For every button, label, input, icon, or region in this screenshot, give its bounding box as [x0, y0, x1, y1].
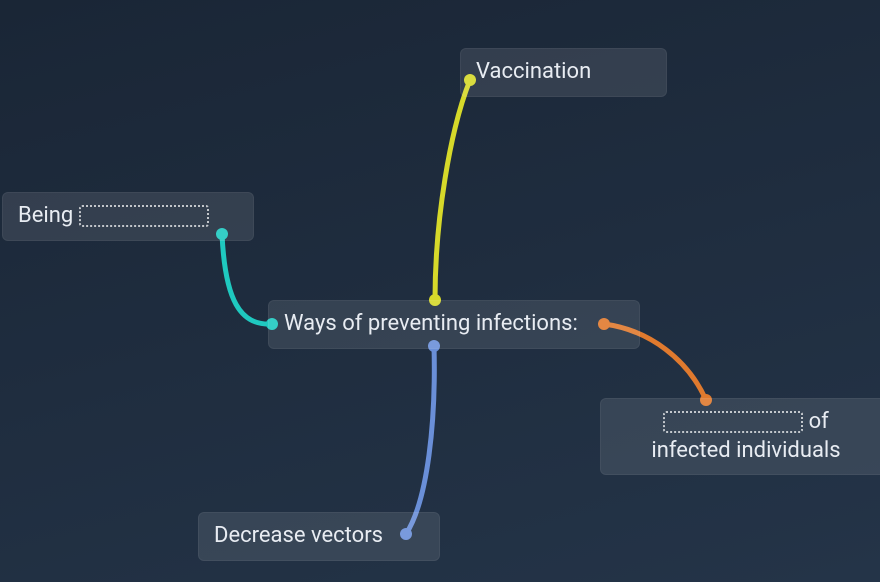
node-vaccination[interactable]: Vaccination	[460, 48, 667, 97]
node-isolation-after-blank: of	[803, 409, 829, 434]
edges-layer	[0, 0, 880, 582]
node-vectors[interactable]: Decrease vectors	[198, 512, 440, 561]
blank-input-being[interactable]	[79, 205, 209, 227]
node-being-prefix: Being	[18, 203, 79, 228]
node-being[interactable]: Being	[2, 192, 254, 241]
node-isolation-line1: of	[616, 408, 876, 437]
node-vaccination-label: Vaccination	[476, 59, 591, 84]
mindmap-canvas: Ways of preventing infections: Vaccinati…	[0, 0, 880, 582]
node-center-label: Ways of preventing infections:	[284, 311, 578, 336]
node-isolation-line2: infected individuals	[616, 437, 876, 466]
node-isolation[interactable]: of infected individuals	[600, 398, 880, 475]
edge-to-vectors	[400, 340, 440, 540]
node-vectors-label: Decrease vectors	[214, 523, 383, 548]
edge-to-vaccination	[429, 74, 476, 306]
blank-input-isolation[interactable]	[663, 411, 803, 433]
node-center[interactable]: Ways of preventing infections:	[268, 300, 640, 349]
